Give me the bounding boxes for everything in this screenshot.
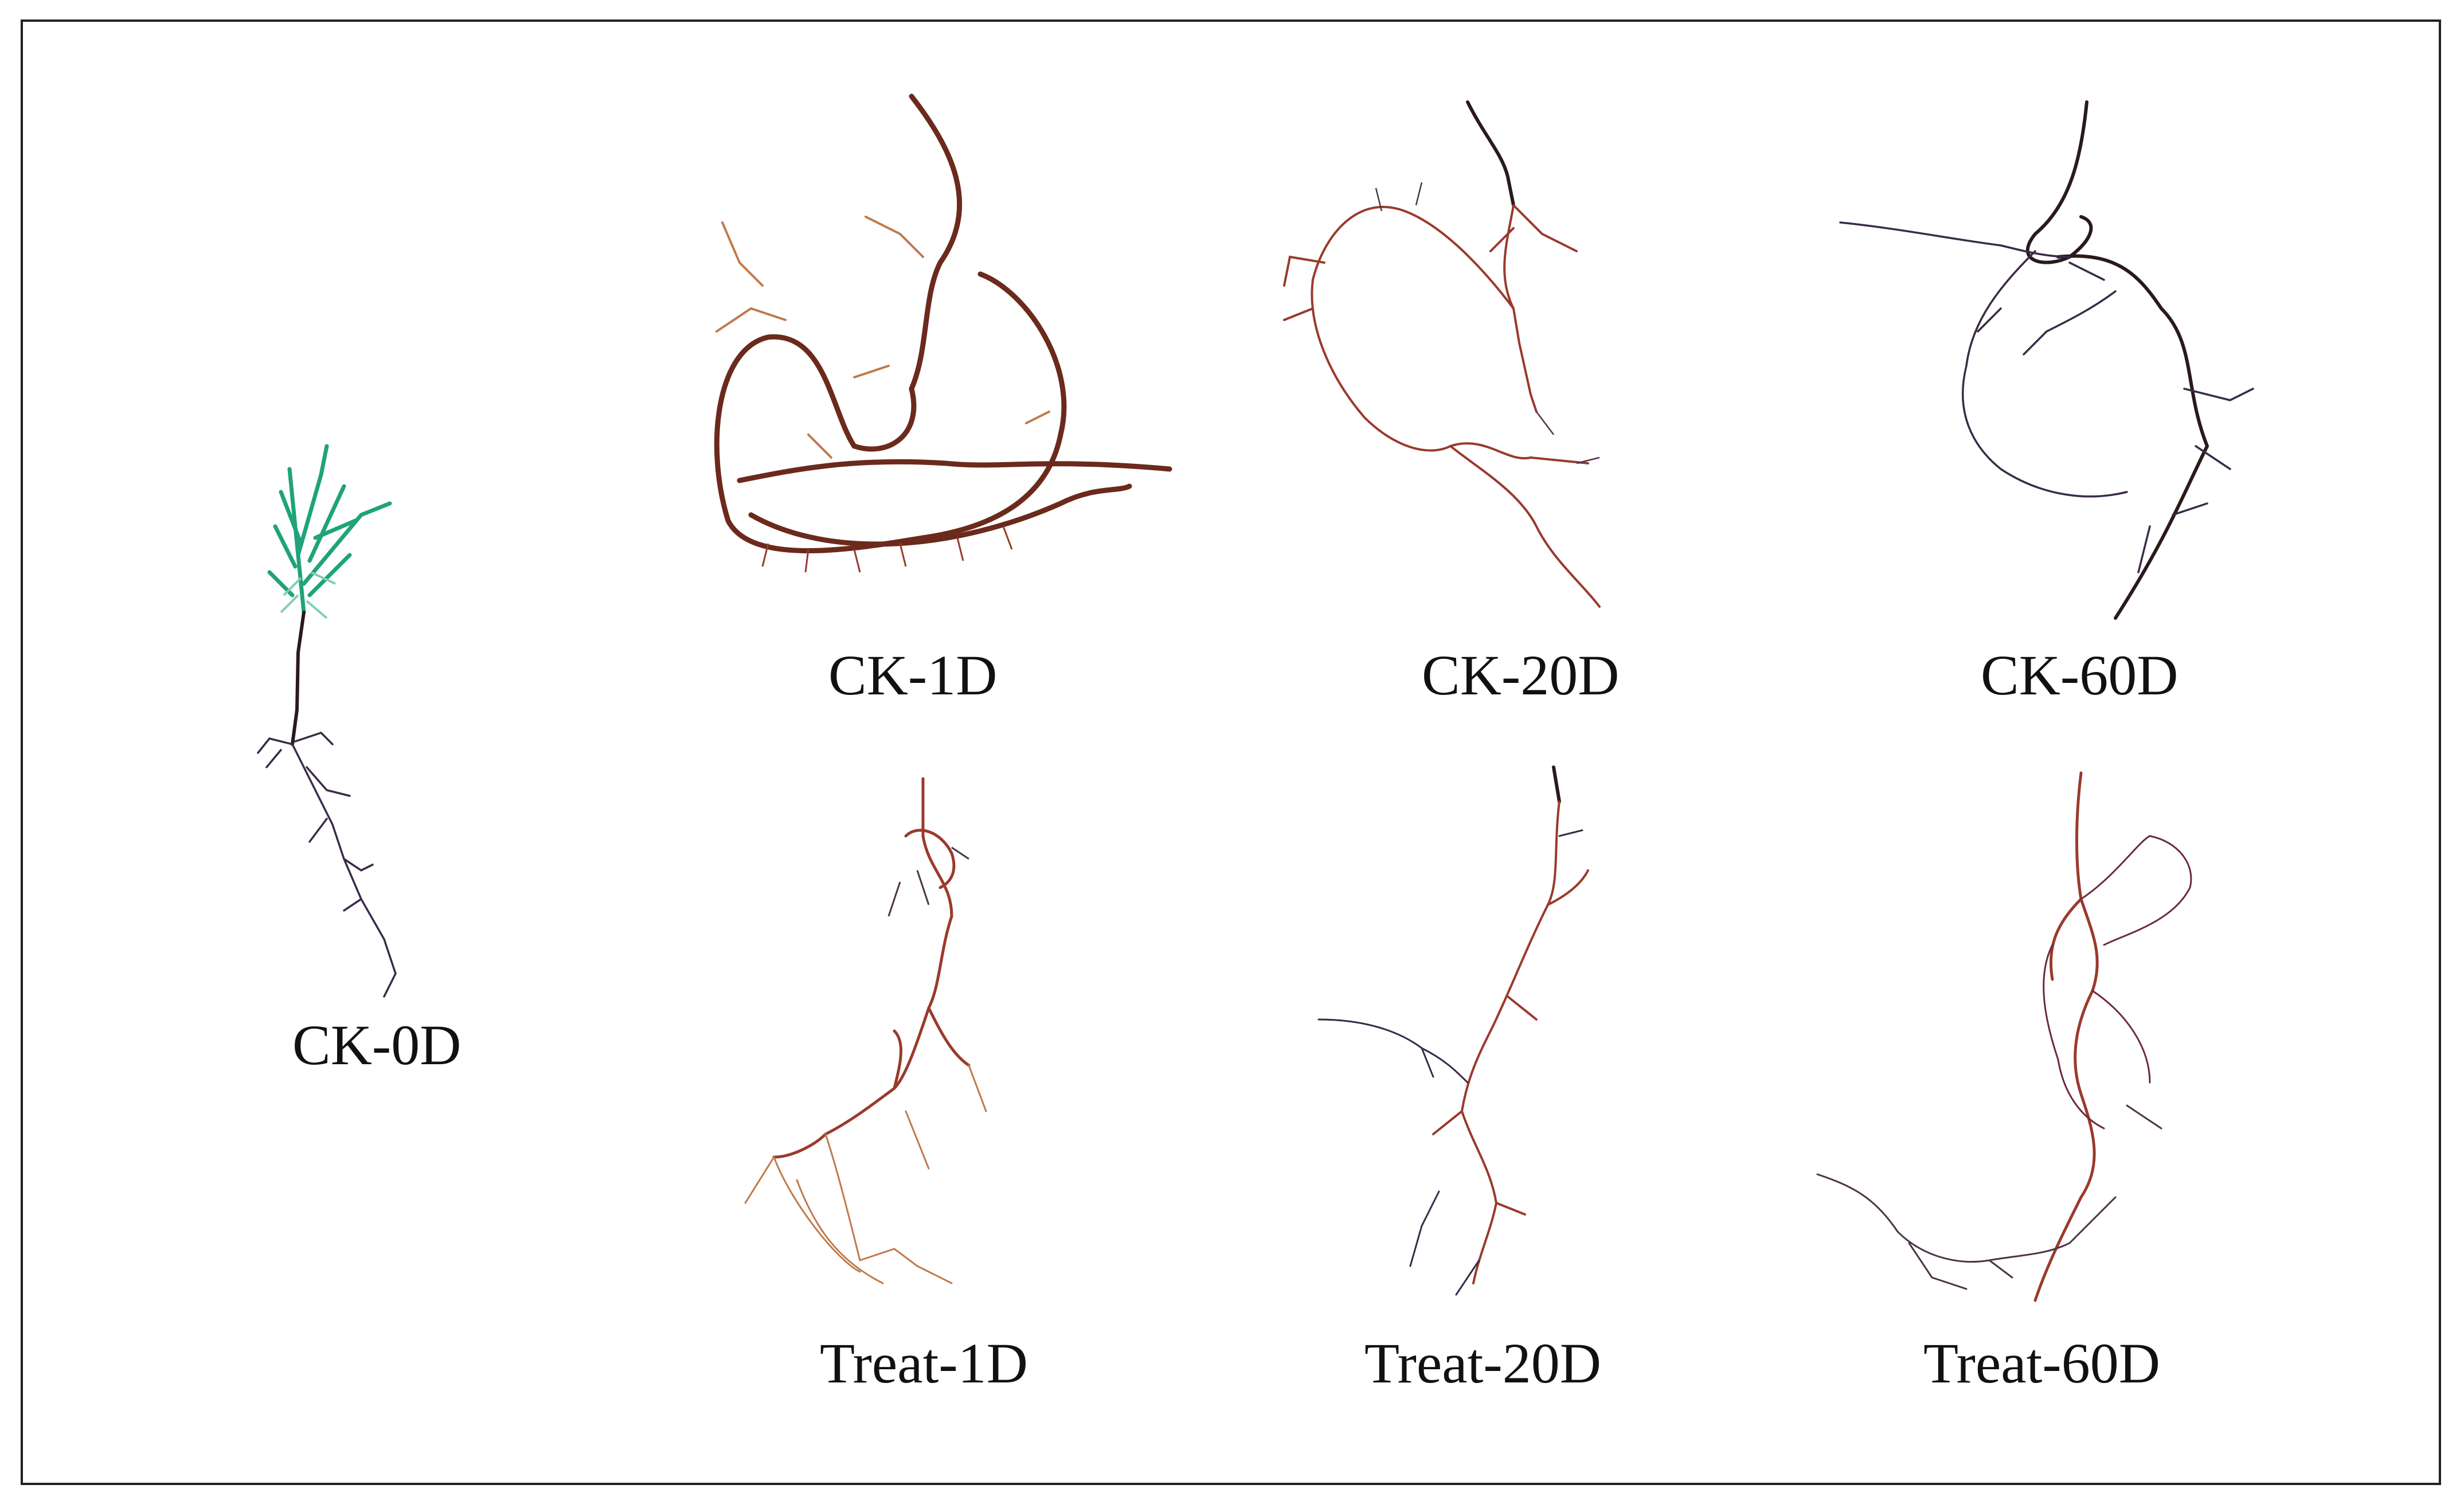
root-photo-ck-60d [1829,91,2264,641]
seedling-photo-ck-0d [212,423,470,1025]
panel-label-ck-20d: CK-20D [1422,643,1620,707]
root-photo-treat-1d [711,767,1055,1318]
panel-label-treat-1d: Treat-1D [820,1331,1028,1395]
panel-label-ck-0d: CK-0D [292,1013,461,1077]
root-photo-ck-1d [682,91,1175,607]
root-photo-treat-60d [1806,761,2219,1318]
root-drawing-treat-60d [1816,771,2192,1302]
root-drawing-ck-60d [1839,100,2254,620]
root-drawing-treat-20d [1317,765,1589,1296]
panel-label-treat-20d: Treat-20D [1364,1331,1601,1395]
panel-label-ck-1d: CK-1D [828,643,998,707]
root-photo-ck-20d [1233,91,1668,630]
figure-frame: CK-0D CK-1D [21,19,2441,1485]
seedling-drawing [257,444,397,998]
root-drawing-ck-1d [714,93,1172,573]
root-drawing-treat-1d [744,777,987,1284]
root-drawing-ck-20d [1283,100,1601,608]
panel-label-ck-60d: CK-60D [1981,643,2179,707]
root-photo-treat-20d [1307,756,1628,1318]
panel-label-treat-60d: Treat-60D [1923,1331,2160,1395]
